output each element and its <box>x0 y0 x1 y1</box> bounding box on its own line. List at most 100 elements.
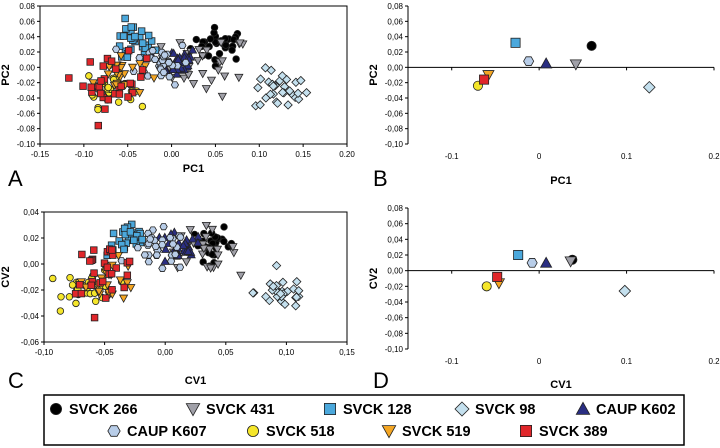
x-axis-label: CV1 <box>185 375 206 387</box>
legend-box <box>43 394 685 446</box>
y-tick-label: 0.06 <box>19 17 35 26</box>
x-tick-label: 0 <box>537 152 542 161</box>
data-point <box>164 59 173 67</box>
data-point <box>150 55 160 63</box>
data-point <box>215 49 224 58</box>
y-tick-label: -0,06 <box>385 314 404 323</box>
data-point <box>176 233 185 241</box>
y-tick-label: 0.08 <box>19 2 35 11</box>
y-tick-label: 0,04 <box>387 33 403 42</box>
data-point <box>277 71 288 81</box>
y-tick-label: -0,10 <box>385 140 404 149</box>
y-tick-label: -0.08 <box>17 125 36 134</box>
legend-label: SVCK 519 <box>402 424 471 440</box>
x-axis-label: CV1 <box>550 379 571 391</box>
data-point <box>91 297 100 305</box>
y-tick-label: 0,04 <box>387 235 403 244</box>
legend-marker <box>50 402 63 415</box>
data-point <box>118 294 129 303</box>
data-point <box>284 86 295 96</box>
y-tick-label: 0,00 <box>387 267 403 276</box>
data-point <box>66 273 74 282</box>
data-point <box>160 256 170 265</box>
data-point <box>149 74 159 83</box>
data-point <box>78 250 86 259</box>
data-point <box>76 281 84 289</box>
legend-label: CAUP K602 <box>596 402 676 418</box>
legend-marker <box>381 425 397 439</box>
data-point <box>94 287 104 297</box>
data-point <box>87 83 95 91</box>
data-point <box>124 93 132 101</box>
centroid-point <box>513 249 524 260</box>
data-point <box>112 65 120 73</box>
data-point <box>228 243 238 252</box>
y-tick-label: -0,10 <box>385 345 404 354</box>
data-point <box>111 45 121 53</box>
y-tick-label: 0,00 <box>23 260 39 269</box>
data-point <box>116 52 126 61</box>
y-tick-label: -0,08 <box>385 329 404 338</box>
data-point <box>126 79 134 88</box>
data-point <box>125 257 134 266</box>
data-point <box>90 269 98 277</box>
x-tick-label: 0,10 <box>279 348 295 357</box>
y-tick-label: -0.06 <box>17 109 36 118</box>
data-point <box>126 228 135 236</box>
y-tick-label: 0.00 <box>19 63 35 72</box>
legend-item: SVCK 518 <box>246 424 335 440</box>
data-point <box>79 82 87 90</box>
data-point <box>183 71 194 80</box>
y-tick-label: 0,02 <box>387 48 403 57</box>
data-point <box>248 288 258 298</box>
y-tick-label: -0,06 <box>21 338 40 347</box>
data-point <box>159 68 168 76</box>
data-point <box>220 223 228 231</box>
x-tick-label: 0.05 <box>208 150 224 159</box>
y-tick-label: -0,02 <box>385 79 404 88</box>
data-point <box>291 292 302 302</box>
data-point <box>181 58 190 67</box>
data-point <box>143 54 151 62</box>
data-point <box>213 251 223 260</box>
y-tick-label: 0,06 <box>387 17 403 26</box>
data-point <box>131 32 139 41</box>
legend-item: SVCK 266 <box>50 402 138 418</box>
data-point <box>168 240 178 248</box>
data-point <box>87 281 95 290</box>
data-point <box>137 27 146 35</box>
data-point <box>271 260 282 271</box>
legend-item: SVCK 431 <box>185 402 275 418</box>
data-point <box>188 45 198 54</box>
panel-c: -0,06 -0,04 -0,02 0,00 0,02 0,04 -0,10 -0,05 0,0… <box>0 208 355 393</box>
x-tick-label: -0.1 <box>445 357 459 366</box>
y-tick-label: -0.04 <box>17 94 36 103</box>
data-point <box>268 81 279 91</box>
legend-marker <box>107 425 121 437</box>
data-point <box>158 264 167 272</box>
data-point <box>90 246 98 254</box>
data-point <box>128 89 137 97</box>
y-tick-label: 0.04 <box>19 33 35 42</box>
y-axis-label: CV2 <box>0 266 12 287</box>
data-point <box>88 79 98 88</box>
data-point <box>151 242 160 250</box>
data-point <box>268 281 278 292</box>
centroid-point <box>479 74 490 85</box>
data-point <box>130 236 138 245</box>
data-point <box>183 246 193 255</box>
data-point <box>220 237 228 246</box>
x-tick-label: -0.05 <box>119 150 138 159</box>
panel-letter: B <box>373 166 388 191</box>
x-tick-label: 0.20 <box>339 150 355 159</box>
centroid-point <box>492 271 503 282</box>
legend-label: SVCK 266 <box>69 402 138 418</box>
centroid-point <box>523 56 535 66</box>
x-tick-label: 0.10 <box>251 150 267 159</box>
data-point <box>107 57 116 65</box>
panel-d: -0,10 -0,08 -0,06 -0,04 -0,02 0,00 0,02 0,04 0,0… <box>368 204 720 393</box>
x-tick-label: 0 <box>537 357 542 366</box>
data-point <box>115 90 124 98</box>
data-point <box>255 100 265 110</box>
legend-item: CAUP K607 <box>107 424 207 440</box>
